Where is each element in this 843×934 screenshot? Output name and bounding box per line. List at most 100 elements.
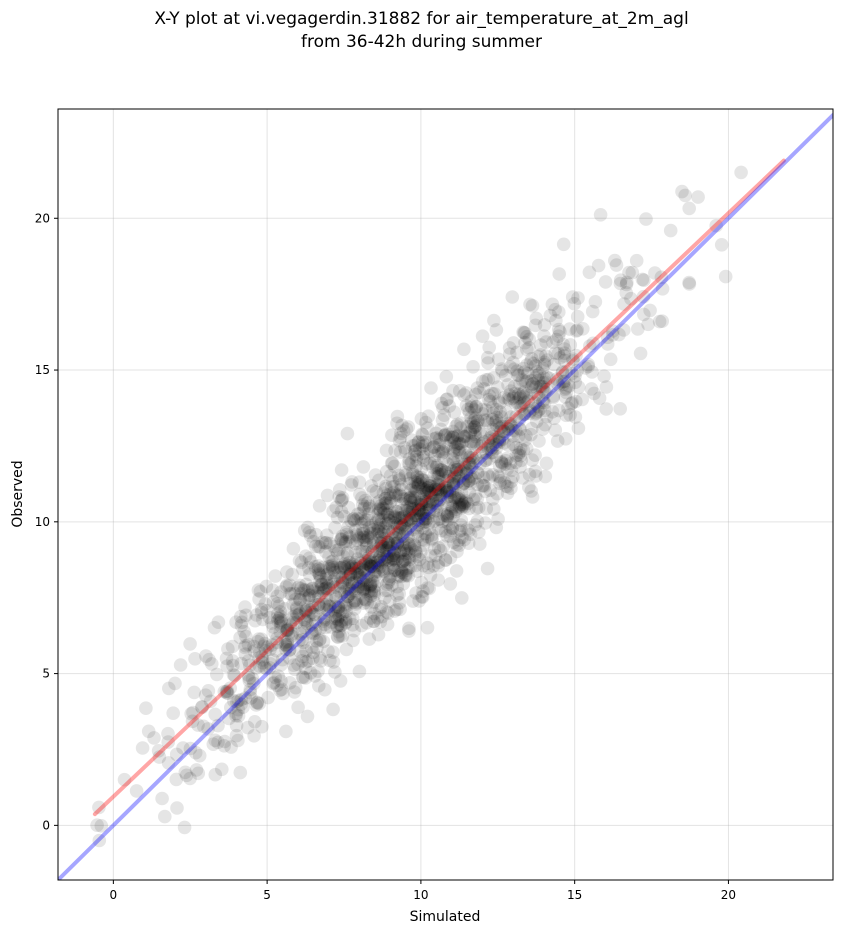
scatter-point bbox=[373, 499, 388, 513]
scatter-point bbox=[371, 519, 385, 534]
scatter-point bbox=[395, 510, 410, 524]
scatter-point bbox=[362, 558, 376, 572]
scatter-point bbox=[529, 469, 543, 483]
scatter-point bbox=[325, 559, 339, 573]
scatter-point bbox=[274, 585, 288, 599]
scatter-point bbox=[481, 350, 495, 365]
scatter-point bbox=[329, 500, 344, 515]
scatter-point bbox=[394, 511, 408, 525]
scatter-point bbox=[308, 669, 322, 683]
scatter-point bbox=[551, 346, 566, 361]
scatter-point bbox=[297, 620, 312, 635]
scatter-point bbox=[436, 464, 451, 478]
scatter-point bbox=[342, 530, 357, 544]
scatter-point bbox=[433, 492, 448, 507]
scatter-point bbox=[243, 682, 258, 697]
scatter-point bbox=[274, 674, 288, 688]
scatter-point bbox=[294, 586, 308, 601]
scatter-point bbox=[438, 465, 453, 479]
scatter-point bbox=[509, 424, 523, 438]
scatter-point bbox=[472, 385, 487, 400]
scatter-point bbox=[326, 603, 341, 617]
scatter-point bbox=[469, 418, 483, 433]
scatter-point bbox=[420, 556, 435, 570]
scatter-point bbox=[368, 568, 383, 582]
scatter-point bbox=[565, 290, 580, 304]
scatter-point bbox=[336, 549, 350, 563]
scatter-point bbox=[335, 576, 350, 591]
scatter-point bbox=[411, 435, 426, 450]
scatter-point bbox=[365, 544, 380, 559]
scatter-point bbox=[286, 597, 300, 612]
scatter-point bbox=[540, 353, 554, 367]
scatter-point bbox=[327, 539, 341, 554]
scatter-point bbox=[443, 489, 458, 504]
scatter-point bbox=[421, 560, 436, 575]
scatter-point bbox=[207, 620, 222, 635]
scatter-point bbox=[400, 504, 415, 518]
scatter-point bbox=[183, 771, 197, 786]
scatter-point bbox=[310, 585, 325, 599]
scatter-point bbox=[457, 476, 471, 490]
scatter-point bbox=[191, 718, 205, 732]
scatter-point bbox=[357, 526, 371, 541]
scatter-point bbox=[328, 599, 343, 614]
scatter-point bbox=[479, 453, 493, 468]
scatter-point bbox=[278, 602, 292, 616]
scatter-point bbox=[408, 475, 422, 489]
scatter-point bbox=[195, 700, 209, 714]
scatter-point bbox=[334, 605, 348, 619]
scatter-point bbox=[371, 506, 386, 521]
scatter-point bbox=[318, 612, 332, 627]
scatter-point bbox=[475, 445, 490, 460]
scatter-point bbox=[319, 597, 334, 612]
scatter-point bbox=[565, 396, 579, 410]
scatter-point bbox=[445, 431, 460, 445]
scatter-point bbox=[450, 429, 465, 444]
scatter-point bbox=[272, 611, 287, 626]
scatter-point bbox=[431, 444, 446, 459]
scatter-point bbox=[528, 407, 543, 421]
scatter-point bbox=[503, 417, 518, 431]
scatter-point bbox=[506, 429, 520, 443]
scatter-point bbox=[341, 589, 355, 604]
scatter-point bbox=[384, 456, 399, 471]
scatter-point bbox=[217, 739, 231, 753]
scatter-point bbox=[334, 618, 348, 632]
scatter-point bbox=[319, 568, 334, 582]
scatter-point bbox=[477, 413, 492, 427]
scatter-point bbox=[454, 437, 469, 452]
scatter-point bbox=[578, 361, 593, 375]
scatter-point bbox=[470, 492, 485, 507]
scatter-point bbox=[344, 584, 359, 598]
scatter-point bbox=[364, 526, 378, 540]
scatter-point bbox=[445, 464, 459, 479]
scatter-point bbox=[432, 480, 446, 495]
scatter-point bbox=[288, 592, 303, 607]
scatter-point bbox=[377, 548, 392, 562]
scatter-point bbox=[402, 457, 417, 472]
scatter-point bbox=[467, 437, 481, 451]
scatter-point bbox=[379, 481, 393, 496]
scatter-point bbox=[301, 609, 316, 623]
scatter-point bbox=[378, 496, 392, 511]
scatter-point bbox=[398, 553, 413, 568]
scatter-point bbox=[328, 609, 343, 623]
scatter-point bbox=[512, 421, 526, 436]
scatter-point bbox=[534, 379, 548, 394]
scatter-point bbox=[296, 649, 310, 664]
scatter-point bbox=[238, 638, 253, 653]
scatter-point bbox=[484, 428, 499, 442]
scatter-point bbox=[311, 539, 326, 554]
scatter-point bbox=[223, 681, 237, 695]
scatter-point bbox=[504, 463, 519, 478]
scatter-point bbox=[414, 497, 428, 512]
scatter-point bbox=[537, 371, 551, 385]
scatter-point bbox=[529, 311, 544, 326]
scatter-point bbox=[382, 513, 396, 527]
scatter-point bbox=[416, 473, 430, 488]
scatter-point bbox=[588, 295, 603, 309]
scatter-point bbox=[473, 456, 488, 471]
scatter-point bbox=[415, 505, 430, 520]
scatter-point bbox=[463, 426, 478, 440]
